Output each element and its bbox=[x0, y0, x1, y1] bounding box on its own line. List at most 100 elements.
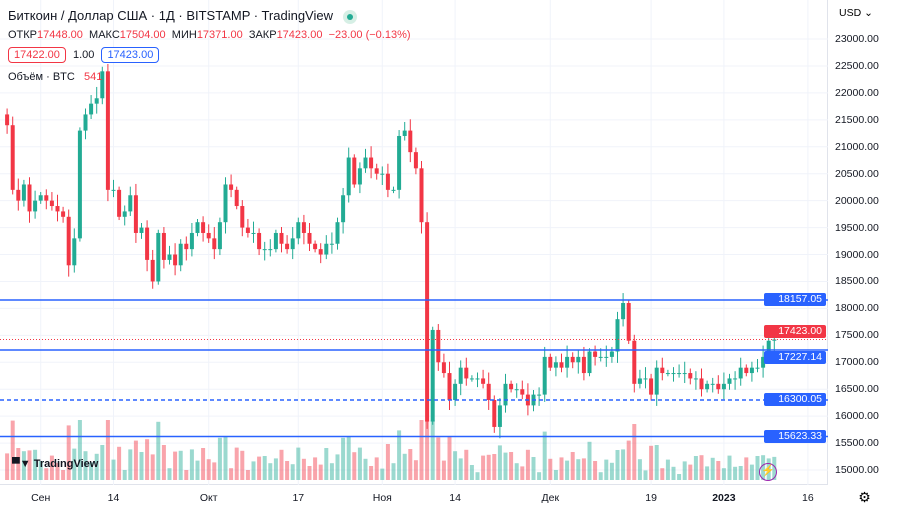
price-tick: 19500.00 bbox=[835, 221, 879, 234]
volume-bar bbox=[402, 453, 407, 480]
volume-bar bbox=[49, 455, 54, 480]
candle-body bbox=[649, 378, 654, 395]
price-tick: 15000.00 bbox=[835, 464, 879, 477]
volume-bar bbox=[632, 424, 637, 480]
candle-body bbox=[77, 130, 82, 239]
candle-body bbox=[100, 71, 105, 99]
candle-body bbox=[621, 303, 626, 320]
market-status-icon[interactable] bbox=[343, 9, 357, 24]
volume-bar bbox=[537, 472, 542, 480]
volume-bar bbox=[699, 455, 704, 480]
volume-bar bbox=[55, 462, 60, 480]
candle-body bbox=[156, 232, 161, 282]
candle-body bbox=[677, 373, 682, 375]
volume-bar bbox=[156, 421, 161, 480]
candle-body bbox=[716, 383, 721, 390]
candle-body bbox=[660, 367, 665, 374]
buy-button[interactable]: 17423.00 bbox=[101, 46, 160, 63]
candle-body bbox=[161, 232, 166, 260]
candle-body bbox=[699, 378, 704, 390]
candle-body bbox=[705, 383, 710, 390]
time-tick: 2023 bbox=[712, 492, 736, 504]
volume-bar bbox=[341, 437, 346, 480]
volume-bar bbox=[229, 468, 234, 480]
candle-body bbox=[357, 168, 362, 185]
last-price-label: 17423.00 bbox=[764, 325, 826, 339]
time-tick: Сен bbox=[31, 492, 51, 504]
volume-bar bbox=[649, 445, 654, 480]
volume-bar bbox=[184, 470, 189, 480]
candle-body bbox=[184, 243, 189, 250]
tradingview-logo[interactable]: ▀▼ TradingView bbox=[12, 458, 98, 470]
candle-body bbox=[581, 356, 586, 374]
candle-body bbox=[626, 303, 631, 341]
volume-bar bbox=[447, 436, 452, 480]
volume-bar bbox=[72, 448, 77, 480]
candle-body bbox=[374, 168, 379, 174]
price-axis[interactable]: USD ⌄ 23000.00 22500.00 22000.00 21500.00 21… bbox=[829, 0, 900, 485]
volume-bar bbox=[419, 420, 424, 480]
candle-body bbox=[542, 356, 547, 395]
candle-body bbox=[682, 373, 687, 375]
volume-bar bbox=[581, 458, 586, 480]
candle-body bbox=[341, 195, 346, 223]
volume-bar bbox=[464, 449, 469, 480]
volume-bar bbox=[290, 464, 295, 480]
candle-body bbox=[632, 340, 637, 384]
volume-bar bbox=[374, 457, 379, 480]
volume-bar bbox=[654, 445, 659, 480]
low-value: 17371.00 bbox=[196, 28, 243, 41]
candle-body bbox=[441, 362, 446, 374]
open-value: 17448.00 bbox=[37, 28, 83, 41]
volume-bar bbox=[688, 464, 693, 480]
price-tick: 20500.00 bbox=[835, 167, 879, 180]
low-label: МИН bbox=[171, 28, 197, 41]
volume-bar bbox=[313, 457, 318, 480]
settings-gear-icon[interactable]: ⚙ bbox=[858, 489, 871, 505]
candle-body bbox=[665, 373, 670, 375]
volume-bar bbox=[279, 449, 284, 480]
volume-bar bbox=[33, 449, 38, 480]
price-chart[interactable]: Биткоин / Доллар США · 1Д · BITSTAMP · T… bbox=[0, 0, 828, 485]
candle-body bbox=[145, 227, 150, 260]
volume-bar bbox=[425, 420, 430, 480]
candle-body bbox=[497, 405, 502, 427]
candle-body bbox=[10, 125, 15, 190]
volume-bar bbox=[212, 462, 217, 480]
volume-bar bbox=[604, 459, 609, 480]
symbol-title[interactable]: Биткоин / Доллар США · 1Д · BITSTAMP · T… bbox=[8, 8, 333, 23]
volume-bar bbox=[251, 461, 256, 480]
candle-body bbox=[268, 249, 273, 251]
sell-button[interactable]: 17422.00 bbox=[8, 46, 66, 63]
volume-bar bbox=[660, 468, 665, 480]
volume-bar bbox=[693, 456, 698, 480]
time-tick: 14 bbox=[449, 492, 461, 504]
candle-body bbox=[402, 130, 407, 136]
price-tick: 16500.00 bbox=[835, 383, 879, 396]
candle-body bbox=[229, 184, 234, 190]
lightning-icon[interactable]: ⚡ bbox=[759, 463, 777, 481]
candle-body bbox=[150, 259, 155, 282]
volume-bar bbox=[307, 466, 312, 480]
candle-body bbox=[520, 389, 525, 395]
candle-body bbox=[201, 222, 206, 233]
volume-bar bbox=[363, 458, 368, 480]
volume-bar bbox=[335, 454, 340, 480]
price-tick: 21500.00 bbox=[835, 113, 879, 126]
candle-body bbox=[643, 378, 648, 380]
candle-body bbox=[61, 211, 66, 217]
candle-body bbox=[105, 71, 110, 190]
candle-body bbox=[251, 232, 256, 234]
price-tick: 22500.00 bbox=[835, 59, 879, 72]
volume-bar bbox=[677, 474, 682, 480]
spread-value: 1.00 bbox=[72, 48, 95, 61]
candle-body bbox=[44, 195, 49, 201]
candle-body bbox=[548, 356, 553, 368]
price-tick: 15500.00 bbox=[835, 437, 879, 450]
chart-canvas[interactable] bbox=[0, 0, 828, 485]
candle-body bbox=[509, 383, 514, 390]
time-axis[interactable]: Сен 14 Окт 17 Ноя 14 Дек 19 2023 16 bbox=[0, 486, 828, 509]
currency-selector[interactable]: USD ⌄ bbox=[839, 7, 873, 19]
volume-bar bbox=[671, 466, 676, 480]
volume-bar bbox=[749, 464, 754, 480]
